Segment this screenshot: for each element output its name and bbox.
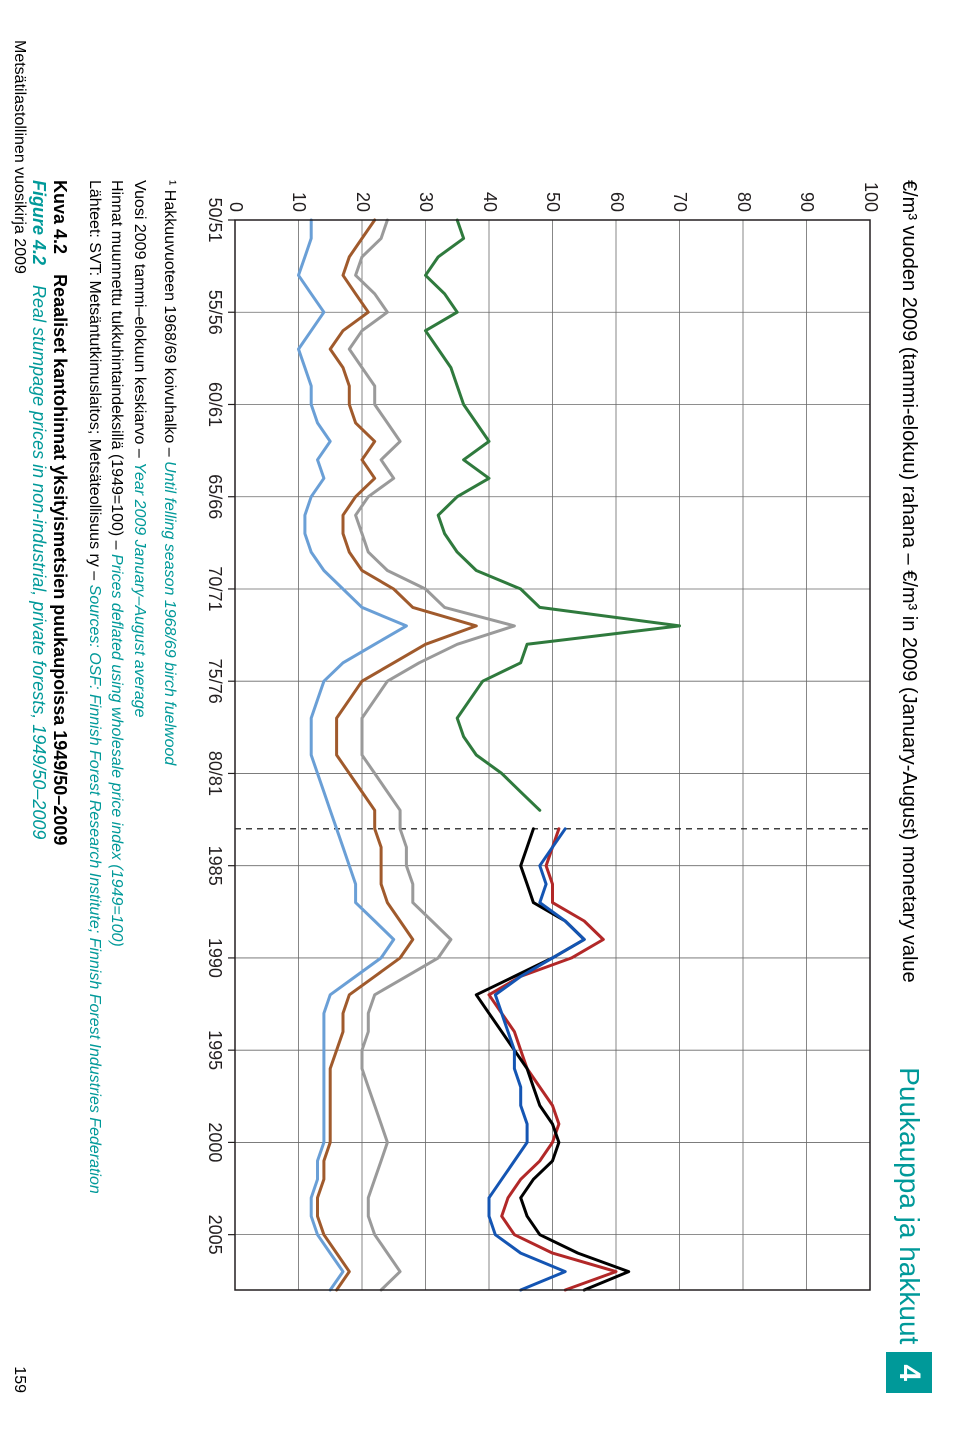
y-tick-label: 100 [860, 174, 881, 212]
y-axis-title: €/m³ vuoden 2009 (tammi-elokuu) rahana –… [897, 180, 920, 983]
y-tick-label: 0 [225, 174, 246, 212]
footer-right: 159 [10, 1366, 28, 1393]
footnote-2-en: Year 2009 January–August average [131, 462, 148, 717]
footnote-2-fi: Vuosi 2009 tammi–elokuun keskiarvo – [131, 180, 148, 458]
footnote-4-en: Sources: OSF: Finnish Forest Research In… [86, 585, 103, 1194]
footnote-4-fi: Lähteet: SVT: Metsäntutkimuslaitos; Mets… [86, 180, 103, 580]
footnote-1-fi: ¹ Hakkuuvuoteen 1968/69 koivuhalko – [161, 180, 178, 457]
section-banner: Puukauppa ja hakkuut 4 [886, 1067, 932, 1393]
y-tick-label: 70 [670, 174, 691, 212]
y-tick-label: 40 [479, 174, 500, 212]
caption-label-en: Figure 4.2 [29, 180, 49, 265]
x-tick-label: 1990 [204, 928, 225, 988]
footnote-3-en: Prices deflated using wholesale price in… [108, 554, 125, 947]
banner-text: Puukauppa ja hakkuut [893, 1067, 925, 1344]
y-tick-label: 60 [606, 174, 627, 212]
footnote-1-en: Until felling season 1968/69 birch fuelw… [161, 461, 178, 765]
x-tick-label: 2000 [204, 1112, 225, 1172]
x-tick-label: 80/81 [204, 743, 225, 803]
footer-left: Metsätilastollinen vuosikirja 2009 [10, 40, 28, 274]
footnote-3-fi: Hinnat muunnettu tukkuhintaindeksillä (1… [108, 180, 125, 550]
x-tick-label: 55/56 [204, 282, 225, 342]
x-tick-label: 65/66 [204, 467, 225, 527]
y-tick-label: 50 [543, 174, 564, 212]
y-tick-label: 90 [797, 174, 818, 212]
x-tick-label: 1995 [204, 1020, 225, 1080]
x-tick-label: 75/76 [204, 651, 225, 711]
x-tick-label: 60/61 [204, 374, 225, 434]
footnotes: ¹ Hakkuuvuoteen 1968/69 koivuhalko – Unt… [82, 180, 180, 1194]
y-tick-label: 30 [416, 174, 437, 212]
y-tick-label: 80 [733, 174, 754, 212]
caption-label-fi: Kuva 4.2 [50, 180, 70, 254]
y-tick-label: 20 [352, 174, 373, 212]
price-chart [195, 160, 875, 1300]
caption-text-fi: Reaaliset kantohinnat yksityismetsien pu… [50, 274, 70, 845]
caption-text-en: Real stumpage prices in non-industrial, … [29, 285, 49, 839]
x-tick-label: 2005 [204, 1205, 225, 1265]
x-tick-label: 1985 [204, 836, 225, 896]
figure-caption: Kuva 4.2 Reaaliset kantohinnat yksityism… [28, 180, 70, 845]
x-tick-label: 70/71 [204, 559, 225, 619]
x-tick-label: 50/51 [204, 190, 225, 250]
banner-number: 4 [886, 1352, 932, 1393]
y-tick-label: 10 [289, 174, 310, 212]
